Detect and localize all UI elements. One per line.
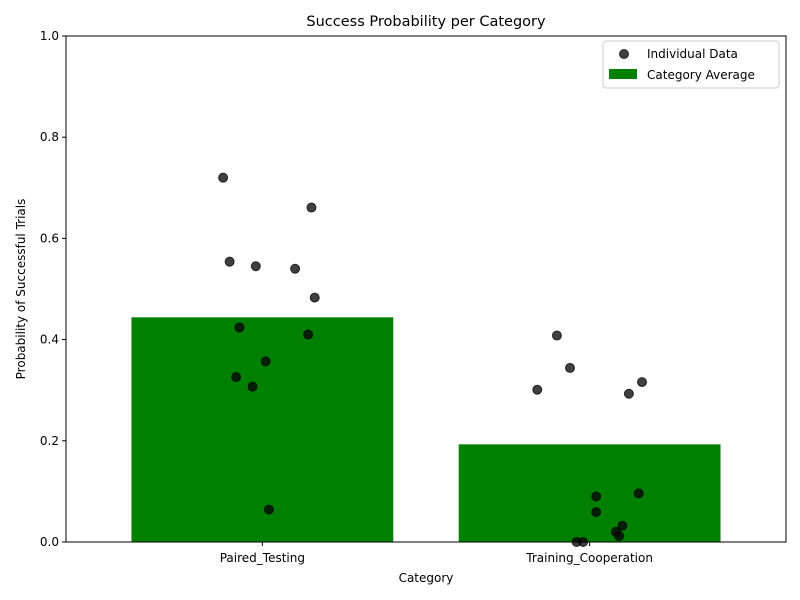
y-axis: 0.0 0.2 0.4 0.6 0.8 1.0 bbox=[40, 29, 66, 549]
x-axis: Paired_Testing Training_Cooperation bbox=[220, 542, 653, 565]
data-point bbox=[231, 372, 242, 383]
data-point bbox=[234, 322, 245, 333]
data-point bbox=[617, 520, 628, 531]
y-tick-label: 1.0 bbox=[40, 29, 59, 43]
data-point bbox=[637, 377, 647, 388]
x-tick-label: Paired_Testing bbox=[220, 551, 305, 565]
x-axis-label: Category bbox=[399, 571, 454, 585]
legend-marker-points bbox=[619, 49, 629, 59]
chart-title: Success Probability per Category bbox=[306, 14, 546, 30]
y-tick-label: 0.2 bbox=[40, 434, 59, 448]
y-tick-label: 0.6 bbox=[40, 231, 59, 245]
y-tick-label: 0.0 bbox=[40, 535, 59, 549]
bars-group bbox=[131, 317, 721, 542]
legend-label-points: Individual Data bbox=[647, 47, 738, 61]
data-point bbox=[565, 362, 575, 373]
data-point bbox=[290, 263, 301, 274]
data-point bbox=[591, 507, 602, 518]
legend-marker-bars bbox=[609, 69, 637, 79]
y-tick-label: 0.4 bbox=[40, 333, 59, 347]
data-point bbox=[247, 381, 258, 392]
legend-box bbox=[602, 40, 780, 89]
data-point bbox=[218, 172, 229, 183]
points-group bbox=[218, 172, 647, 547]
data-point bbox=[303, 329, 314, 340]
data-point bbox=[263, 504, 274, 515]
y-tick-label: 0.8 bbox=[40, 130, 59, 144]
data-point bbox=[260, 356, 271, 367]
data-point bbox=[532, 384, 543, 395]
data-point bbox=[591, 491, 602, 502]
data-point bbox=[551, 330, 562, 341]
data-point bbox=[224, 256, 235, 267]
legend: Individual Data Category Average bbox=[602, 40, 780, 89]
bar-paired-testing bbox=[131, 317, 394, 542]
bar-training-cooperation bbox=[458, 444, 721, 542]
plot-frame bbox=[65, 35, 787, 543]
data-point bbox=[614, 530, 625, 541]
y-axis-label: Probability of Successful Trials bbox=[14, 199, 28, 380]
data-point bbox=[633, 488, 644, 499]
legend-label-bars: Category Average bbox=[647, 68, 755, 82]
x-tick-label: Training_Cooperation bbox=[525, 551, 653, 565]
data-point bbox=[306, 202, 317, 213]
data-point bbox=[309, 292, 320, 303]
data-point bbox=[250, 261, 261, 272]
data-point bbox=[623, 388, 634, 399]
